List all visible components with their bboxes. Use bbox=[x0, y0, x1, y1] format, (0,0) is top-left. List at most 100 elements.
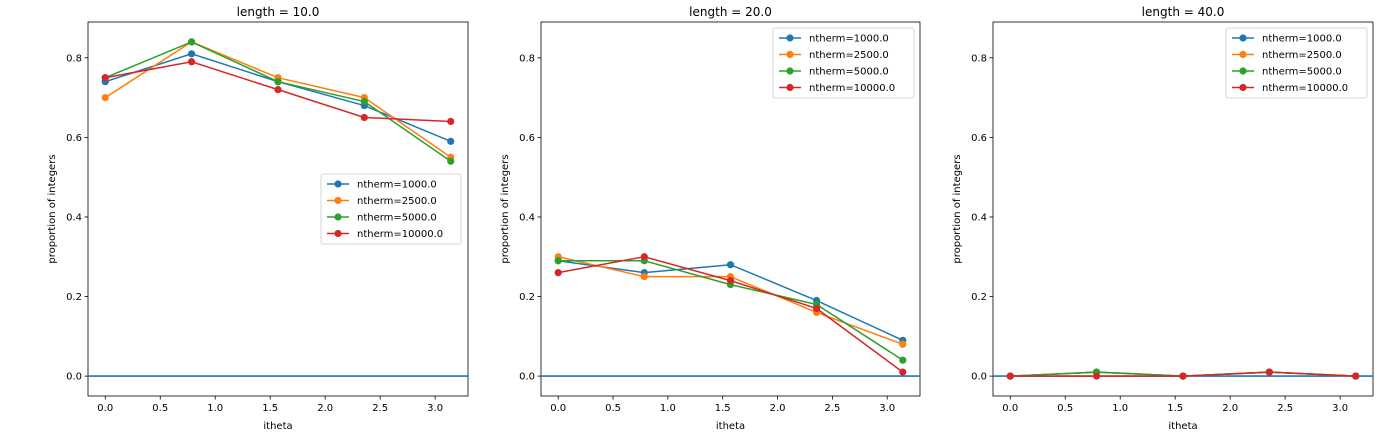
legend-entry-label: ntherm=1000.0 bbox=[357, 180, 437, 191]
y-tick-label: 0.2 bbox=[971, 292, 987, 303]
x-tick-label: 2.5 bbox=[1277, 403, 1293, 414]
legend-entry-label: ntherm=1000.0 bbox=[1262, 34, 1342, 45]
y-tick-label: 0.6 bbox=[971, 133, 987, 144]
legend-box bbox=[320, 173, 462, 245]
data-point bbox=[1092, 372, 1101, 380]
y-tick-label: 0.4 bbox=[519, 212, 535, 223]
legend-swatch-marker bbox=[1239, 50, 1247, 59]
legend-swatch-marker bbox=[334, 180, 342, 188]
legend-entry-label: ntherm=5000.0 bbox=[1262, 67, 1342, 78]
legend-swatch-marker bbox=[1239, 83, 1247, 92]
x-tick-label: 2.0 bbox=[1222, 403, 1238, 414]
legend-entry-label: ntherm=10000.0 bbox=[1262, 83, 1348, 94]
y-axis-label: proportion of integers bbox=[952, 154, 963, 263]
legend-entry-label: ntherm=2500.0 bbox=[357, 196, 437, 207]
data-point bbox=[187, 50, 196, 58]
data-point bbox=[726, 277, 735, 285]
y-tick-label: 0.4 bbox=[66, 212, 82, 223]
x-tick-label: 3.0 bbox=[879, 403, 895, 414]
series-line bbox=[105, 53, 452, 143]
x-tick-label: 0.5 bbox=[152, 403, 168, 414]
legend-entry-label: ntherm=1000.0 bbox=[809, 34, 889, 45]
data-point bbox=[726, 261, 735, 269]
legend-entry-label: ntherm=10000.0 bbox=[357, 229, 443, 240]
legend-entry-label: ntherm=2500.0 bbox=[1262, 50, 1342, 61]
y-axis-label: proportion of integers bbox=[500, 154, 511, 263]
y-tick-label: 0.8 bbox=[519, 53, 535, 64]
x-tick-label: 1.0 bbox=[1112, 403, 1128, 414]
data-point bbox=[101, 93, 109, 102]
x-tick-label: 0.0 bbox=[550, 403, 566, 414]
legend: ntherm=1000.0 ntherm=2500.0 ntherm=5000.0 n… bbox=[320, 173, 462, 245]
legend-swatch-marker bbox=[786, 83, 794, 92]
plot-frame bbox=[992, 21, 1374, 397]
y-tick-label: 0.8 bbox=[971, 53, 987, 64]
data-point bbox=[899, 356, 907, 364]
x-tick-label: 0.5 bbox=[1057, 403, 1073, 414]
y-tick-label: 0.2 bbox=[519, 292, 535, 303]
x-tick-label: 1.0 bbox=[207, 403, 223, 414]
data-point bbox=[640, 253, 648, 261]
legend-swatch-marker bbox=[786, 67, 794, 75]
y-tick-label: 0.8 bbox=[66, 53, 82, 64]
data-point bbox=[360, 97, 368, 106]
x-axis-label: itheta bbox=[1168, 421, 1197, 432]
legend: ntherm=1000.0 ntherm=2500.0 ntherm=5000.0 n… bbox=[772, 27, 915, 99]
data-point bbox=[101, 74, 109, 82]
x-axis-label: itheta bbox=[716, 421, 745, 432]
subplot-length-10: length = 10.0 itheta proportion of integ… bbox=[47, 5, 469, 432]
x-axis-label: itheta bbox=[263, 421, 292, 432]
legend-entry-label: ntherm=5000.0 bbox=[809, 67, 889, 78]
y-tick-label: 0.0 bbox=[971, 372, 987, 383]
data-point bbox=[447, 157, 455, 165]
data-point bbox=[187, 38, 196, 46]
legend-entry-label: ntherm=5000.0 bbox=[357, 213, 437, 224]
legend-swatch-marker bbox=[786, 34, 794, 42]
series-line bbox=[104, 41, 452, 162]
legend-swatch-marker bbox=[786, 50, 794, 59]
x-tick-label: 2.0 bbox=[770, 403, 786, 414]
data-point bbox=[1352, 372, 1360, 380]
x-tick-label: 0.0 bbox=[1002, 403, 1018, 414]
legend: ntherm=1000.0 ntherm=2500.0 ntherm=5000.0 n… bbox=[1225, 27, 1368, 99]
data-point bbox=[899, 340, 907, 348]
x-tick-label: 0.5 bbox=[605, 403, 621, 414]
x-tick-label: 3.0 bbox=[1332, 403, 1348, 414]
chart-title: length = 20.0 bbox=[689, 5, 772, 19]
x-tick-label: 1.5 bbox=[1167, 403, 1183, 414]
data-point bbox=[274, 78, 282, 86]
y-tick-label: 0.6 bbox=[66, 133, 82, 144]
data-point bbox=[899, 368, 907, 376]
data-point bbox=[1179, 372, 1187, 380]
data-point bbox=[1265, 368, 1273, 376]
x-tick-label: 3.0 bbox=[427, 403, 443, 414]
series-line bbox=[104, 41, 452, 158]
data-point bbox=[1006, 372, 1014, 380]
chart-title: length = 40.0 bbox=[1142, 5, 1225, 19]
y-tick-label: 0.0 bbox=[66, 372, 82, 383]
data-point bbox=[360, 113, 368, 122]
legend-swatch-marker bbox=[1239, 34, 1247, 42]
data-point bbox=[554, 257, 562, 265]
x-tick-label: 1.5 bbox=[262, 403, 278, 414]
plot-frame bbox=[540, 21, 921, 397]
legend-box bbox=[772, 27, 915, 99]
legend-swatch-marker bbox=[334, 229, 342, 238]
data-point bbox=[812, 304, 821, 313]
data-point bbox=[640, 273, 648, 281]
data-point bbox=[187, 58, 196, 66]
legend-swatch-marker bbox=[334, 213, 342, 221]
data-point bbox=[447, 137, 455, 145]
subplot-length-40: length = 40.0 itheta proportion of integ… bbox=[952, 5, 1374, 432]
x-tick-label: 2.5 bbox=[824, 403, 840, 414]
plot-frame bbox=[87, 21, 469, 397]
series-line bbox=[558, 256, 904, 345]
legend-box bbox=[1225, 27, 1368, 99]
legend-entry-label: ntherm=2500.0 bbox=[809, 50, 889, 61]
data-point bbox=[274, 86, 282, 94]
legend-swatch-marker bbox=[1239, 67, 1247, 75]
series-line bbox=[558, 259, 904, 341]
x-tick-label: 2.0 bbox=[317, 403, 333, 414]
x-tick-label: 0.0 bbox=[97, 403, 113, 414]
